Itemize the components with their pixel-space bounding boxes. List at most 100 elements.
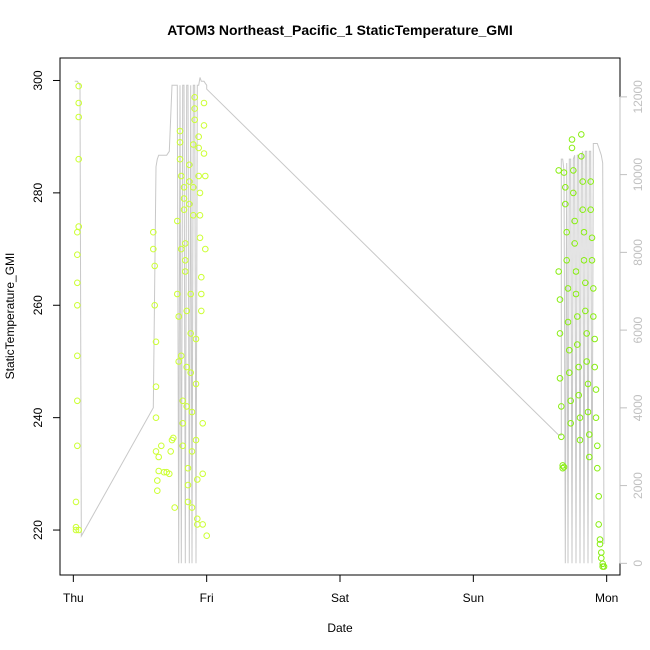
data-point bbox=[564, 285, 572, 292]
data-point bbox=[191, 94, 198, 101]
data-point bbox=[572, 290, 580, 298]
data-point bbox=[158, 442, 165, 450]
data-point bbox=[582, 279, 589, 287]
data-point bbox=[198, 307, 205, 315]
data-point bbox=[74, 397, 81, 405]
data-point bbox=[195, 144, 202, 152]
data-point bbox=[152, 414, 160, 422]
data-point bbox=[568, 136, 576, 143]
y2-axis: 0 2000 4000 6000 8000 10000 12000 bbox=[619, 80, 645, 567]
data-point bbox=[175, 358, 182, 365]
y2-tick-label: 8000 bbox=[631, 239, 645, 266]
data-point bbox=[74, 302, 81, 309]
data-point bbox=[166, 470, 173, 478]
data-point bbox=[155, 467, 162, 475]
data-point bbox=[194, 521, 201, 528]
data-point bbox=[571, 217, 579, 225]
x-tick-label: Fri bbox=[200, 591, 214, 605]
data-point bbox=[563, 228, 571, 236]
data-point bbox=[558, 403, 565, 410]
data-point bbox=[198, 273, 205, 281]
data-point bbox=[183, 403, 190, 410]
data-point bbox=[592, 386, 600, 393]
data-point bbox=[596, 536, 604, 543]
x-tick-label: Thu bbox=[63, 591, 84, 605]
data-point bbox=[555, 167, 563, 174]
data-point bbox=[151, 262, 158, 270]
x-tick-label: Sun bbox=[463, 591, 484, 605]
data-point bbox=[566, 369, 573, 377]
y2-tick-label: 4000 bbox=[631, 394, 645, 421]
data-point bbox=[576, 436, 584, 444]
data-point bbox=[174, 217, 181, 225]
data-point bbox=[564, 318, 572, 326]
data-point bbox=[574, 341, 581, 348]
data-point bbox=[72, 498, 80, 506]
data-point bbox=[567, 420, 575, 427]
data-point bbox=[575, 363, 583, 371]
data-point bbox=[174, 290, 181, 298]
data-point bbox=[154, 477, 161, 484]
data-point bbox=[190, 141, 197, 148]
data-point bbox=[598, 554, 605, 562]
data-point bbox=[75, 526, 82, 534]
data-point bbox=[567, 397, 575, 405]
x-axis: Thu Fri Sat Sun Mon bbox=[63, 574, 618, 605]
altitude-line bbox=[74, 77, 605, 564]
data-point bbox=[575, 391, 583, 399]
altitude-line-layer bbox=[74, 77, 605, 564]
y2-tick-label: 12000 bbox=[631, 80, 645, 114]
data-point bbox=[179, 420, 186, 427]
data-point bbox=[184, 464, 192, 472]
x-tick-label: Mon bbox=[595, 591, 618, 605]
data-point bbox=[192, 380, 200, 388]
data-point bbox=[591, 335, 599, 343]
data-point bbox=[75, 113, 82, 121]
data-point bbox=[562, 200, 569, 208]
data-point bbox=[556, 330, 564, 337]
data-point bbox=[587, 178, 595, 185]
data-point bbox=[580, 228, 588, 236]
data-point bbox=[188, 504, 196, 511]
data-point bbox=[152, 338, 160, 346]
data-point bbox=[595, 521, 603, 528]
y2-tick-label: 0 bbox=[631, 560, 645, 567]
data-point bbox=[200, 150, 208, 157]
data-point bbox=[194, 515, 201, 523]
data-point bbox=[203, 532, 210, 540]
data-point bbox=[150, 228, 157, 236]
data-point bbox=[150, 245, 157, 253]
data-point bbox=[152, 383, 160, 391]
data-point bbox=[586, 431, 593, 438]
data-point bbox=[560, 169, 568, 176]
data-point bbox=[600, 563, 608, 570]
data-point bbox=[151, 302, 158, 309]
data-point bbox=[199, 420, 206, 427]
data-point bbox=[202, 172, 209, 180]
data-point bbox=[570, 189, 577, 197]
data-point bbox=[183, 363, 190, 371]
data-point bbox=[190, 212, 197, 219]
data-point bbox=[182, 268, 189, 275]
data-point bbox=[180, 195, 188, 202]
y-tick-label: 280 bbox=[31, 183, 45, 203]
data-point bbox=[194, 476, 201, 483]
data-point bbox=[176, 127, 184, 135]
data-point bbox=[190, 184, 197, 191]
data-point bbox=[196, 189, 204, 197]
data-point bbox=[576, 414, 584, 422]
y-tick-label: 260 bbox=[31, 295, 45, 315]
data-point bbox=[572, 268, 580, 275]
data-point bbox=[191, 116, 198, 124]
data-point bbox=[202, 245, 209, 253]
data-point bbox=[579, 206, 587, 213]
data-point bbox=[178, 352, 185, 360]
data-point bbox=[584, 408, 592, 416]
data-point bbox=[198, 290, 205, 298]
data-point bbox=[595, 493, 603, 500]
data-point bbox=[580, 257, 588, 264]
data-point bbox=[598, 549, 605, 556]
data-point bbox=[571, 240, 579, 247]
data-point bbox=[182, 257, 189, 264]
data-point bbox=[184, 481, 192, 489]
